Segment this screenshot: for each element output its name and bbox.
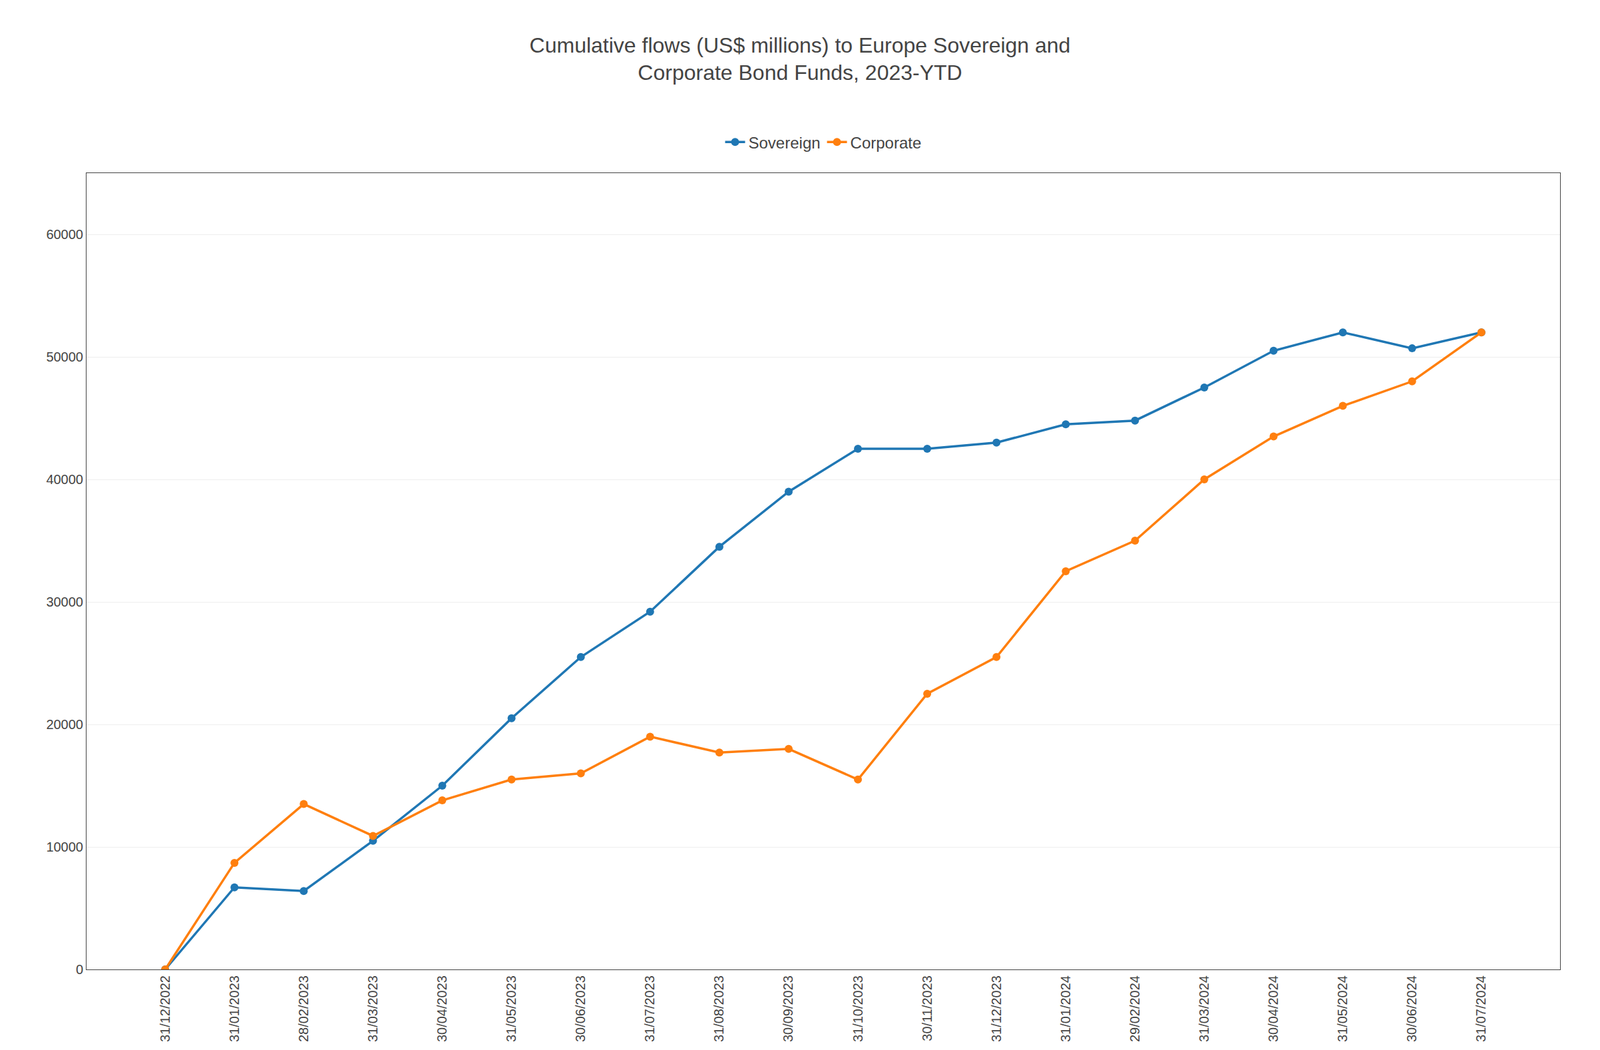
svg-text:60000: 60000 (45, 226, 84, 242)
svg-text:31/07/2024: 31/07/2024 (1473, 975, 1489, 1042)
svg-text:30/06/2023: 30/06/2023 (573, 975, 588, 1042)
svg-text:28/02/2023: 28/02/2023 (296, 975, 311, 1042)
svg-text:31/08/2023: 31/08/2023 (711, 975, 727, 1042)
svg-text:30/06/2024: 30/06/2024 (1404, 975, 1419, 1042)
svg-text:Cumulative flows (US$ millions: Cumulative flows (US$ millions) to Europ… (529, 33, 1071, 86)
svg-text:30/04/2023: 30/04/2023 (434, 975, 450, 1042)
svg-text:31/03/2024: 31/03/2024 (1196, 975, 1212, 1042)
svg-text:40000: 40000 (45, 471, 84, 487)
svg-text:30/09/2023: 30/09/2023 (780, 975, 796, 1042)
svg-text:31/10/2023: 31/10/2023 (850, 975, 866, 1042)
svg-text:31/05/2024: 31/05/2024 (1335, 975, 1350, 1042)
svg-text:20000: 20000 (45, 716, 84, 732)
svg-text:31/07/2023: 31/07/2023 (642, 975, 657, 1042)
svg-text:31/12/2023: 31/12/2023 (989, 975, 1004, 1042)
svg-text:10000: 10000 (45, 839, 84, 854)
svg-text:50000: 50000 (45, 349, 84, 365)
svg-text:30/11/2023: 30/11/2023 (919, 975, 935, 1041)
svg-text:31/01/2024: 31/01/2024 (1058, 975, 1073, 1042)
svg-text:30000: 30000 (45, 594, 84, 609)
svg-text:31/05/2023: 31/05/2023 (503, 975, 519, 1042)
svg-text:31/12/2022: 31/12/2022 (157, 975, 173, 1042)
svg-text:31/01/2023: 31/01/2023 (226, 975, 242, 1042)
svg-text:Sovereign: Sovereign (748, 133, 821, 152)
svg-text:0: 0 (75, 961, 84, 977)
svg-text:29/02/2024: 29/02/2024 (1127, 975, 1143, 1042)
svg-text:30/04/2024: 30/04/2024 (1265, 975, 1281, 1042)
svg-text:Corporate: Corporate (850, 133, 922, 152)
svg-text:31/03/2023: 31/03/2023 (365, 975, 381, 1042)
